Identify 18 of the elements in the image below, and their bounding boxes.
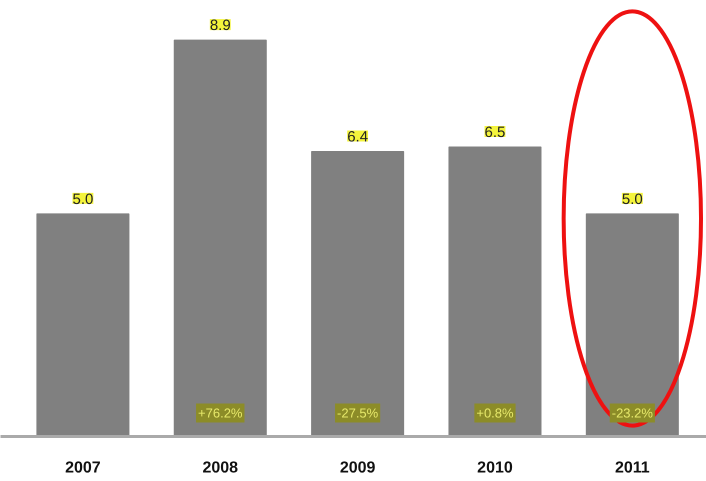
annotation: -23.2%: [612, 406, 654, 420]
annotation: -27.5%: [337, 406, 379, 420]
bar: [448, 146, 542, 436]
x-tick-label: 2007: [65, 460, 101, 476]
bar: [311, 150, 404, 436]
annotation: +76.2%: [198, 406, 243, 420]
x-tick-label: 2011: [614, 460, 650, 476]
data-label: 6.5: [484, 124, 506, 142]
bar: [174, 40, 267, 436]
x-tick-label: 2010: [477, 460, 513, 476]
x-tick-label: 2009: [340, 460, 376, 476]
data-label: 5.0: [622, 190, 643, 208]
data-label: 8.9: [210, 17, 231, 34]
x-tick-label: 2008: [202, 460, 238, 476]
data-label: 5.0: [72, 190, 94, 208]
data-label: 6.4: [347, 128, 368, 146]
bar: [36, 213, 130, 436]
annotation: +0.8%: [476, 406, 514, 420]
